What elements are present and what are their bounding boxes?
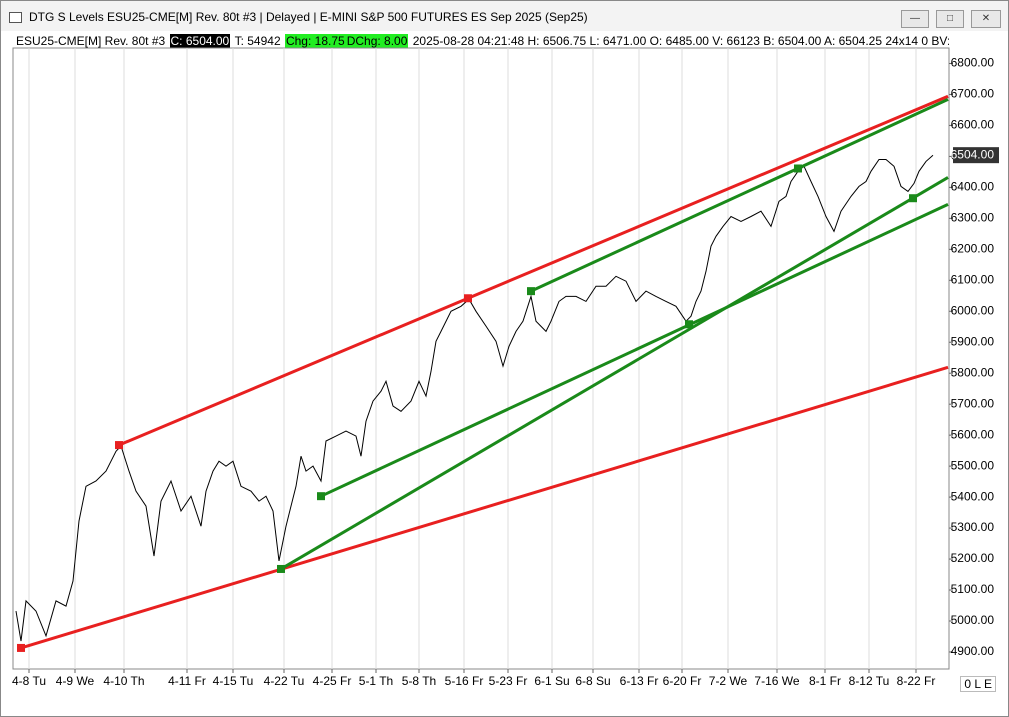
y-tick-label: 5500.00 xyxy=(951,458,995,472)
y-tick-label: 6100.00 xyxy=(951,272,995,286)
x-tick-label: 8-12 Tu xyxy=(849,674,890,688)
x-tick-label: 6-1 Su xyxy=(534,674,569,688)
x-tick-label: 5-1 Th xyxy=(359,674,393,688)
x-tick-label: 7-16 We xyxy=(754,674,799,688)
x-tick-label: 6-20 Fr xyxy=(663,674,702,688)
quote-details: 2025-08-28 04:21:48 H: 6506.75 L: 6471.0… xyxy=(412,34,949,48)
trendline xyxy=(530,98,949,293)
y-tick-label: 6600.00 xyxy=(951,118,995,132)
y-tick-label: 5800.00 xyxy=(951,365,995,379)
y-tick-label: 5300.00 xyxy=(951,520,995,534)
price-line xyxy=(15,154,934,642)
trendline xyxy=(118,94,949,447)
y-tick-label: 6300.00 xyxy=(951,211,995,225)
close-price: C: 6504.00 xyxy=(169,34,231,48)
plot-frame xyxy=(12,47,950,670)
y-tick-label: 5100.00 xyxy=(951,582,995,596)
window-icon xyxy=(9,12,22,23)
change: Chg: 18.75 xyxy=(284,34,346,48)
anchor-marker xyxy=(685,320,693,329)
x-tick-label: 4-15 Tu xyxy=(213,674,254,688)
symbol: ESU25-CME[M] Rev. 80t #3 xyxy=(16,34,166,48)
y-tick-label: 6000.00 xyxy=(951,303,995,317)
tick-count: T: 54942 xyxy=(234,34,281,48)
x-tick-label: 6-13 Fr xyxy=(620,674,659,688)
window-title: DTG S Levels ESU25-CME[M] Rev. 80t #3 | … xyxy=(29,10,588,24)
title-bar: DTG S Levels ESU25-CME[M] Rev. 80t #3 | … xyxy=(1,1,1008,31)
trendline xyxy=(320,203,949,498)
daily-change: DChg: 8.00 xyxy=(345,34,409,48)
x-tick-label: 4-25 Fr xyxy=(313,674,352,688)
x-tick-label: 5-8 Th xyxy=(402,674,436,688)
y-tick-label: 5400.00 xyxy=(951,489,995,503)
info-bar: ESU25-CME[M] Rev. 80t #3 C: 6504.00 T: 5… xyxy=(15,34,949,48)
grid xyxy=(28,48,917,669)
x-tick-label: 4-8 Tu xyxy=(12,674,46,688)
anchor-marker xyxy=(527,287,535,296)
anchor-marker xyxy=(17,643,25,652)
y-tick-label: 4900.00 xyxy=(951,644,995,658)
x-tick-label: 6-8 Su xyxy=(575,674,610,688)
y-tick-label: 6800.00 xyxy=(951,56,995,70)
x-tick-label: 8-22 Fr xyxy=(897,674,936,688)
x-tick-label: 7-2 We xyxy=(709,674,748,688)
y-tick-label: 6700.00 xyxy=(951,87,995,101)
anchor-marker xyxy=(794,164,802,173)
y-tick-label: 6400.00 xyxy=(951,180,995,194)
anchor-marker xyxy=(115,441,123,450)
anchor-marker xyxy=(277,564,285,573)
anchor-marker xyxy=(317,492,325,501)
maximize-button[interactable]: □ xyxy=(936,10,964,28)
close-button[interactable]: ✕ xyxy=(971,10,1001,28)
y-tick-label: 6200.00 xyxy=(951,241,995,255)
anchor-marker xyxy=(909,194,917,203)
anchor-marker xyxy=(464,294,472,303)
x-tick-label: 4-11 Fr xyxy=(168,674,206,688)
y-tick-label: 5700.00 xyxy=(951,396,995,410)
y-tick-label: 5600.00 xyxy=(951,427,995,441)
x-tick-label: 5-23 Fr xyxy=(489,674,528,688)
x-tick-label: 4-22 Tu xyxy=(264,674,305,688)
status-indicator: 0 L E xyxy=(960,676,996,692)
minimize-button[interactable]: — xyxy=(901,10,929,28)
last-price-box xyxy=(953,147,999,164)
x-tick-label: 5-16 Fr xyxy=(445,674,484,688)
x-tick-label: 4-10 Th xyxy=(103,674,144,688)
trendline xyxy=(20,365,949,650)
y-tick-label: 5900.00 xyxy=(951,334,995,348)
y-tick-label: 5200.00 xyxy=(951,551,995,565)
x-tick-label: 8-1 Fr xyxy=(809,674,841,688)
last-price-label: 6504.00 xyxy=(951,147,995,161)
x-tick-label: 4-9 We xyxy=(56,674,95,688)
trendline xyxy=(280,176,949,571)
y-tick-label: 5000.00 xyxy=(951,613,995,627)
